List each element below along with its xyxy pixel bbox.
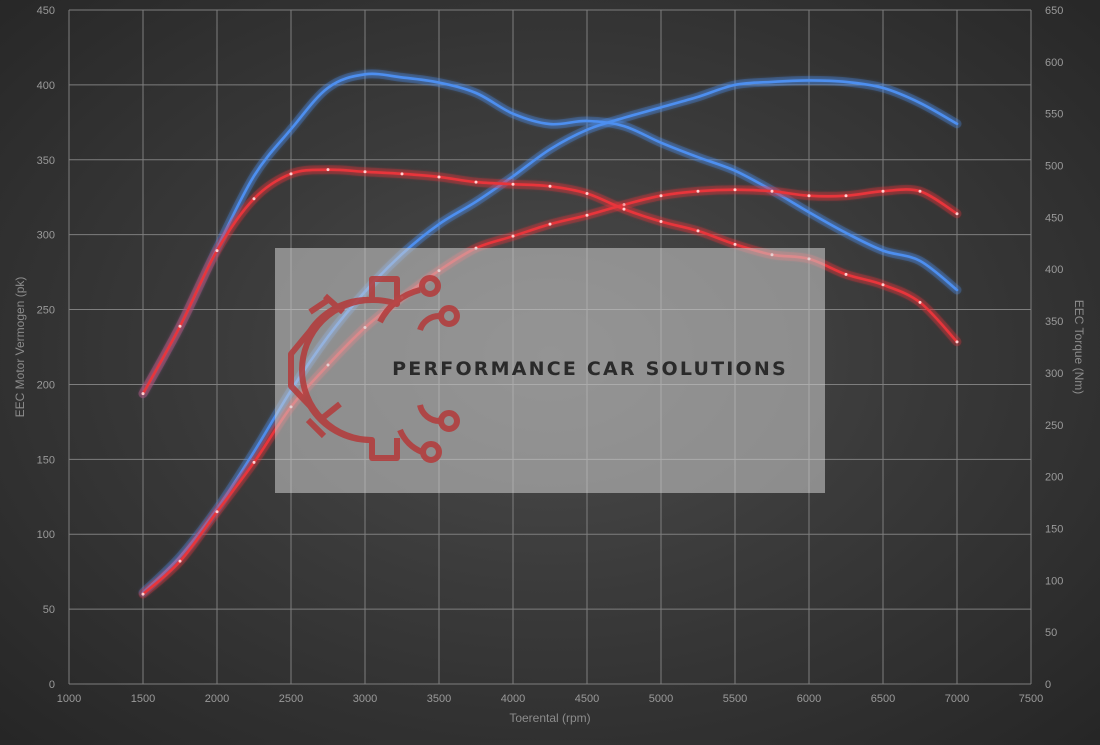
data-point <box>400 172 404 176</box>
data-point <box>696 229 700 233</box>
y-right-tick-label: 400 <box>1045 264 1063 276</box>
data-point <box>622 203 626 207</box>
x-tick-label: 6500 <box>871 693 895 705</box>
data-point <box>141 592 145 596</box>
data-point <box>141 392 145 396</box>
data-point <box>252 460 256 464</box>
data-point <box>881 283 885 287</box>
x-tick-label: 1000 <box>57 693 81 705</box>
data-point <box>215 249 219 253</box>
y-left-tick-label: 400 <box>37 80 55 92</box>
data-point <box>955 212 959 216</box>
x-tick-label: 2000 <box>205 693 229 705</box>
data-point <box>770 189 774 193</box>
data-point <box>178 324 182 328</box>
data-point <box>659 194 663 198</box>
y-left-tick-label: 350 <box>37 155 55 167</box>
data-point <box>511 234 515 238</box>
data-point <box>511 182 515 186</box>
y-right-tick-label: 0 <box>1045 679 1051 691</box>
x-tick-label: 7500 <box>1019 693 1043 705</box>
y-left-tick-label: 100 <box>37 529 55 541</box>
data-point <box>881 189 885 193</box>
data-point <box>437 175 441 179</box>
y-left-tick-label: 50 <box>43 604 55 616</box>
data-point <box>474 180 478 184</box>
x-tick-label: 3500 <box>427 693 451 705</box>
x-tick-label: 1500 <box>131 693 155 705</box>
y-right-tick-label: 250 <box>1045 420 1063 432</box>
x-tick-label: 4500 <box>575 693 599 705</box>
y-left-tick-label: 250 <box>37 305 55 317</box>
y-right-tick-label: 100 <box>1045 575 1063 587</box>
y-right-tick-label: 200 <box>1045 472 1063 484</box>
data-point <box>326 168 330 172</box>
y-right-tick-label: 600 <box>1045 57 1063 69</box>
y-right-tick-label: 450 <box>1045 212 1063 224</box>
y-left-axis-title: EEC Motor Vermogen (pk) <box>13 277 27 418</box>
axes: 1000 1500 2000 2500 3000 3500 4000 4500 5000 5500… <box>13 5 1086 725</box>
data-point <box>252 197 256 201</box>
x-tick-label: 5500 <box>723 693 747 705</box>
data-point <box>178 559 182 563</box>
x-tick-label: 3000 <box>353 693 377 705</box>
y-right-tick-label: 650 <box>1045 5 1063 17</box>
y-right-tick-label: 150 <box>1045 523 1063 535</box>
data-point <box>585 192 589 196</box>
data-point <box>918 300 922 304</box>
y-right-tick-label: 350 <box>1045 316 1063 328</box>
data-point <box>844 194 848 198</box>
data-point <box>548 184 552 188</box>
data-point <box>918 189 922 193</box>
x-tick-label: 5000 <box>649 693 673 705</box>
y-left-tick-label: 450 <box>37 5 55 17</box>
x-tick-label: 6000 <box>797 693 821 705</box>
x-tick-label: 2500 <box>279 693 303 705</box>
y-right-tick-label: 550 <box>1045 109 1063 121</box>
data-point <box>622 207 626 211</box>
series-line-tuned-right <box>141 72 959 395</box>
x-axis-title: Toerental (rpm) <box>509 711 590 725</box>
data-point <box>215 510 219 514</box>
data-point <box>955 340 959 344</box>
watermark-panel <box>275 248 825 493</box>
data-point <box>696 189 700 193</box>
data-point <box>733 188 737 192</box>
data-point <box>807 194 811 198</box>
y-right-tick-label: 50 <box>1045 627 1057 639</box>
data-point <box>659 220 663 224</box>
watermark-text: PERFORMANCE CAR SOLUTIONS <box>392 358 788 380</box>
data-point <box>585 213 589 217</box>
y-left-tick-label: 200 <box>37 379 55 391</box>
data-point <box>844 272 848 276</box>
y-right-tick-label: 500 <box>1045 161 1063 173</box>
gear-circuit-logo <box>288 275 460 463</box>
data-point <box>733 242 737 246</box>
y-left-tick-label: 150 <box>37 454 55 466</box>
x-tick-label: 7000 <box>945 693 969 705</box>
x-tick-label: 4000 <box>501 693 525 705</box>
y-left-tick-label: 0 <box>49 679 55 691</box>
data-point <box>363 170 367 174</box>
y-left-tick-label: 300 <box>37 230 55 242</box>
y-right-tick-label: 300 <box>1045 368 1063 380</box>
watermark: PERFORMANCE CAR SOLUTIONS <box>275 248 825 493</box>
y-right-axis-title: EEC Torque (Nm) <box>1072 300 1086 394</box>
data-point <box>289 172 293 176</box>
data-point <box>548 222 552 226</box>
